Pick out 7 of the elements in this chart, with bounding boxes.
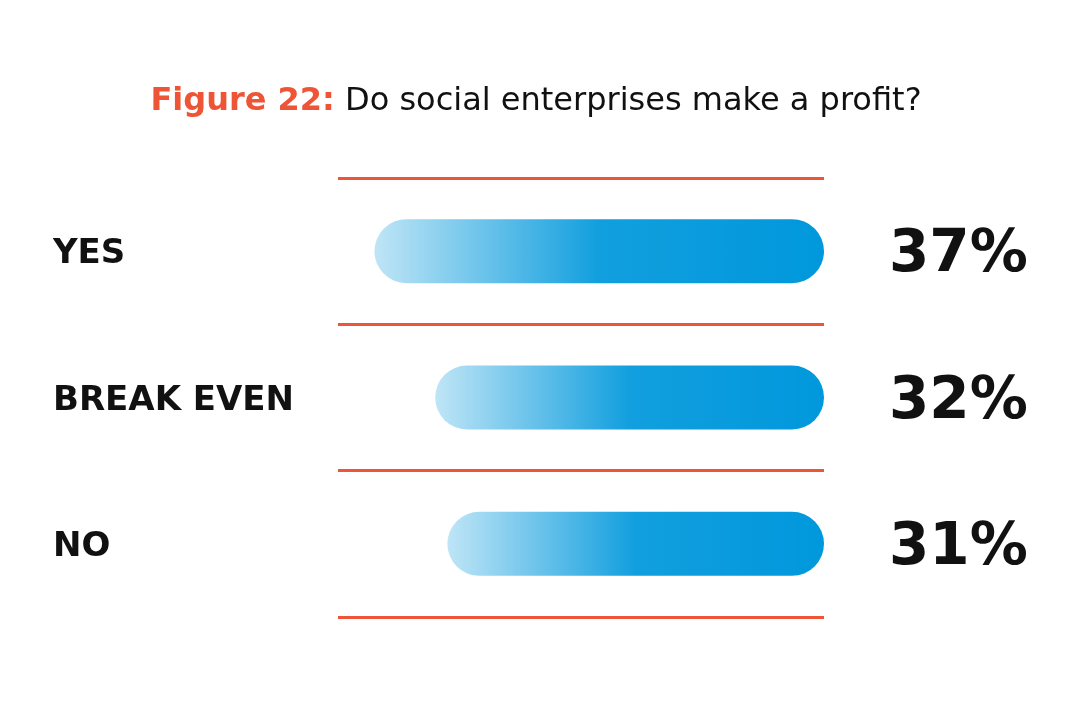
data-label: 37% [889,217,1028,286]
y-tick-label: YES [52,231,126,272]
data-label: 31% [889,509,1028,578]
y-tick-label: BREAK EVEN [53,377,295,418]
data-label: 32% [889,363,1028,432]
chart-title: Figure 22: Do social enterprises make a profit? [150,80,922,118]
y-tick-label: NO [53,523,111,564]
